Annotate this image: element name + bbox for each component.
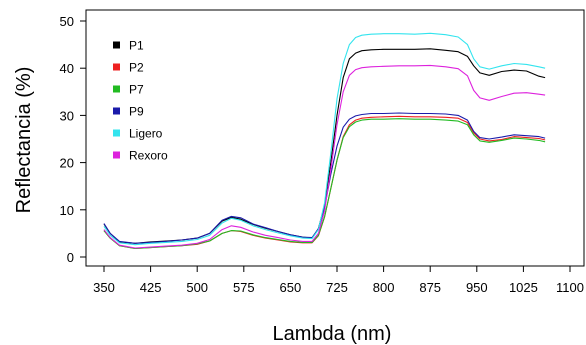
- x-axis-title: Lambda (nm): [273, 323, 392, 345]
- x-tick-label: 500: [186, 280, 208, 295]
- legend-label-ligero: Ligero: [129, 127, 163, 141]
- x-tick-label: 800: [373, 280, 395, 295]
- legend-label-p9: P9: [129, 105, 144, 119]
- y-tick-label: 0: [67, 250, 74, 265]
- y-tick-label: 40: [60, 61, 74, 76]
- legend-label-p7: P7: [129, 83, 144, 97]
- legend-swatch-p9: [113, 107, 120, 115]
- y-tick-label: 20: [60, 156, 74, 171]
- axes-layer: 350 425 500 575 650 725 800 875 950 1025 1100 0 10 20…: [60, 14, 584, 295]
- x-tick-label: 1025: [509, 280, 538, 295]
- series-line-p9: [103, 112, 546, 244]
- y-axis-title: Reflectancia (%): [13, 67, 35, 214]
- legend-swatch-ligero: [113, 129, 120, 137]
- series-layer: [103, 32, 546, 250]
- legend-swatch-p7: [113, 85, 120, 93]
- x-tick-label: 1100: [556, 280, 584, 295]
- x-tick-label: 425: [140, 280, 162, 295]
- y-tick-label: 50: [60, 14, 74, 29]
- x-tick-label: 575: [233, 280, 255, 295]
- legend-label-p1: P1: [129, 39, 144, 53]
- legend-swatch-p2: [113, 63, 120, 71]
- series-line-ligero: [103, 32, 546, 246]
- x-tick-label: 875: [419, 280, 441, 295]
- x-tick-label: 350: [93, 280, 115, 295]
- legend: P1 P2 P7 P9 Ligero Rexoro: [113, 39, 168, 163]
- plot-area-frame: [85, 9, 585, 267]
- x-tick-label: 725: [326, 280, 348, 295]
- y-tick-label: 30: [60, 108, 74, 123]
- series-line-rexoro: [103, 64, 546, 249]
- legend-label-rexoro: Rexoro: [129, 149, 168, 163]
- x-tick-label: 950: [466, 280, 488, 295]
- legend-swatch-p1: [113, 41, 120, 49]
- y-tick-label: 10: [60, 203, 74, 218]
- legend-swatch-rexoro: [113, 151, 120, 159]
- x-tick-label: 650: [280, 280, 302, 295]
- legend-label-p2: P2: [129, 61, 144, 75]
